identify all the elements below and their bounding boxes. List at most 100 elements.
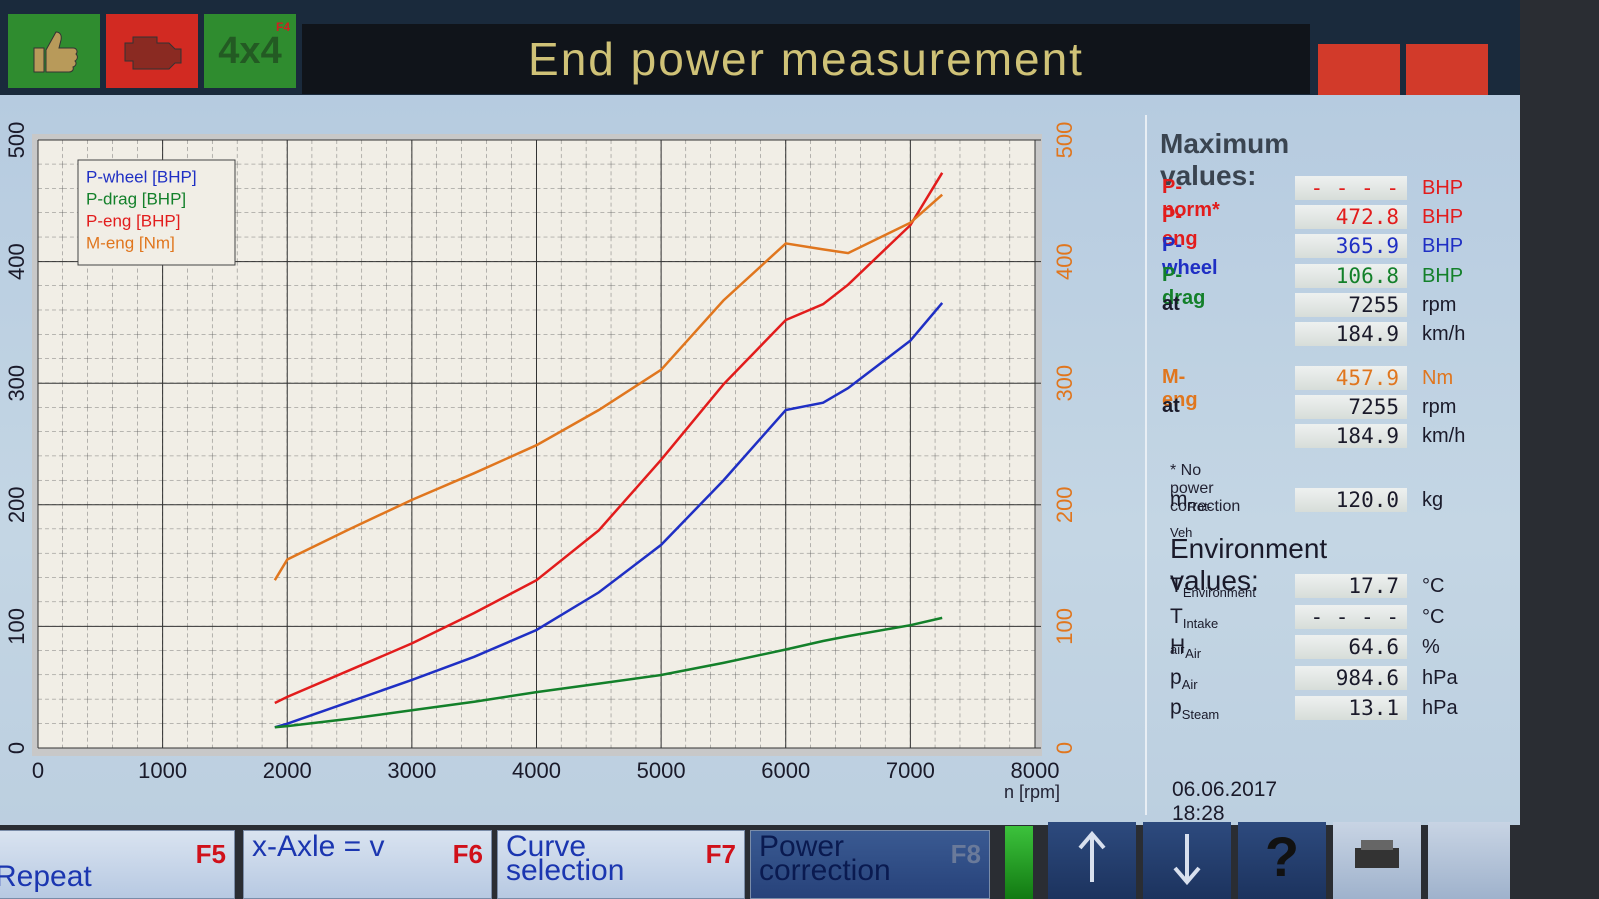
y-tick-label: 100 (4, 608, 29, 645)
value-box: 120.0 (1295, 488, 1407, 512)
print-icon (1355, 840, 1399, 868)
symbol-sub: Environment (1182, 585, 1256, 601)
divider (1145, 115, 1147, 815)
button-key: F5 (195, 839, 226, 869)
symbol-main: H (1170, 635, 1186, 658)
unit: °C (1422, 605, 1445, 628)
print-button[interactable] (1333, 822, 1421, 899)
y2-tick-label: 400 (1052, 243, 1077, 280)
row-label: M-eng (1162, 366, 1198, 411)
symbol-sub: Air (1185, 646, 1202, 662)
value-box: 106.8 (1295, 264, 1407, 288)
unit: BHP (1422, 265, 1464, 287)
button-key: F8 (950, 839, 981, 869)
legend-entry: P-eng [BHP] (86, 211, 181, 230)
y-tick-label: 200 (4, 486, 29, 523)
help-label: ? (1264, 825, 1300, 888)
value-box: - - - - . - (1295, 604, 1407, 653)
button-label: Repeat (0, 860, 92, 893)
function-button[interactable]: Power correction F8 (750, 830, 990, 899)
symbol-sub: Air (1181, 676, 1198, 692)
value-box: 472.8 (1295, 205, 1407, 229)
y-tick-label: 0 (4, 742, 29, 754)
unit: hPa (1422, 697, 1458, 719)
symbol-main: p (1170, 665, 1182, 689)
up-arrow (1078, 830, 1106, 882)
symbol: HAir (1170, 635, 1201, 661)
legend-entry: P-wheel [BHP] (86, 167, 197, 186)
value-box: 457.9 (1295, 366, 1407, 390)
down-button[interactable] (1143, 822, 1231, 899)
button-label: x-Axle = v (252, 830, 385, 863)
row-label: P-eng (1162, 205, 1198, 250)
unit: rpm (1422, 294, 1457, 316)
y-tick-label: 500 (4, 122, 29, 159)
unit: BHP (1422, 206, 1464, 228)
unit: km/h (1422, 425, 1466, 447)
x-tick-label: 2000 (263, 758, 312, 783)
y-tick-label: 400 (4, 243, 29, 280)
value-box: 184.9 (1295, 424, 1407, 448)
symbol: pSteam (1170, 696, 1219, 722)
row-label: P-norm* (1162, 176, 1220, 221)
x-axis-label: n [rpm] (1004, 782, 1060, 802)
y2-tick-label: 300 (1052, 365, 1077, 402)
value-box: 365.9 (1295, 234, 1407, 258)
row-label: P-drag (1162, 264, 1206, 309)
value-box: 17.7 (1295, 574, 1407, 598)
function-button[interactable]: Curve selection F7 (497, 830, 745, 899)
blank-button[interactable] (1428, 822, 1510, 899)
y2-tick-label: 0 (1052, 742, 1077, 754)
function-button[interactable]: x-Axle = v F6 (243, 830, 492, 899)
value-box: 984.6 (1295, 665, 1407, 690)
value-box: 13.1 (1295, 696, 1407, 720)
up-button[interactable] (1048, 822, 1136, 899)
page-title: End power measurement (528, 33, 1084, 85)
series-line (274, 172, 944, 705)
button-key: F7 (705, 839, 736, 869)
legend-entry: P-drag [BHP] (86, 189, 186, 208)
unit: BHP (1422, 235, 1464, 257)
engine-tab[interactable] (106, 14, 198, 88)
title-bar: End power measurement (302, 24, 1310, 94)
symbol-sub: Rot-Veh (1170, 499, 1213, 541)
row-label: P-wheel (1162, 234, 1218, 279)
row-label: at (1162, 293, 1180, 315)
unit: Nm (1422, 367, 1454, 389)
legend-box (77, 159, 236, 266)
series-line (274, 616, 943, 729)
help-button[interactable]: ? (1238, 822, 1326, 899)
x-tick-label: 8000 (1011, 758, 1060, 783)
symbol-main: T (1170, 604, 1183, 628)
unit: km/h (1422, 323, 1466, 345)
value-box: 7255 (1295, 395, 1407, 419)
status-indicator (1005, 826, 1033, 899)
value-box: 184.9 (1295, 322, 1407, 346)
4x4-tab[interactable]: 4x4 F4 (204, 14, 296, 88)
x-tick-label: 4000 (512, 758, 561, 783)
tab-label: 4x4 (218, 29, 282, 72)
value-box: 7255 (1295, 293, 1407, 317)
symbol-main: p (1170, 696, 1182, 719)
y2-tick-label: 200 (1052, 486, 1077, 523)
symbol: pAir (1170, 666, 1198, 692)
button-key: F6 (452, 839, 483, 869)
x-tick-label: 3000 (387, 758, 436, 783)
series-line (273, 193, 944, 581)
symbol-sub: Intake air (1170, 615, 1219, 657)
row-label: at (1162, 395, 1180, 417)
max-title: Maximum values: (1160, 128, 1290, 191)
y2-tick-label: 100 (1052, 608, 1077, 645)
symbol: TIntake air (1170, 605, 1218, 657)
unit: kg (1422, 489, 1444, 511)
x-tick-label: 7000 (886, 758, 935, 783)
button-label: Power correction (759, 830, 891, 887)
button-label: Curve selection (506, 830, 625, 887)
symbol: mRot-Veh (1170, 488, 1212, 540)
env-title: Environment values: (1170, 533, 1328, 596)
symbol-sub: Steam (1181, 707, 1220, 723)
unit: rpm (1422, 396, 1457, 418)
thumb-tab[interactable] (8, 14, 100, 88)
symbol-main: T (1170, 574, 1183, 597)
function-button[interactable]: Repeat F5 (0, 830, 235, 899)
